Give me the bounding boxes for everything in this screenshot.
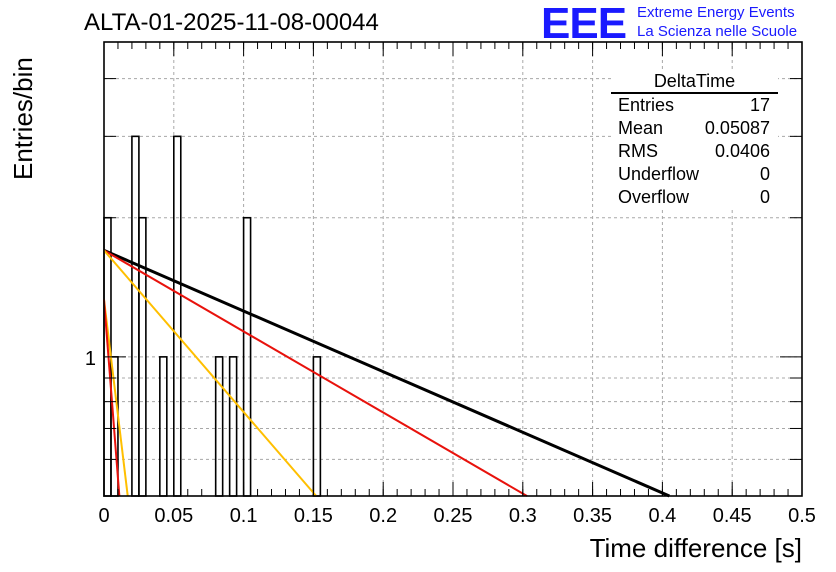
x-tick-label: 0.05 xyxy=(154,505,193,527)
stats-label: Underflow xyxy=(618,164,700,184)
stats-label: Overflow xyxy=(618,187,690,207)
stats-value: 0.0406 xyxy=(714,141,770,161)
x-tick-label: 0.2 xyxy=(369,505,397,527)
x-axis-label: Time difference [s] xyxy=(589,533,802,563)
x-tick-label: 0.3 xyxy=(509,505,537,527)
stats-value: 0 xyxy=(759,187,770,207)
stats-label: Entries xyxy=(618,95,675,115)
axis-ticks xyxy=(103,42,803,496)
stats-title: DeltaTime xyxy=(611,70,778,94)
fit-orange-line xyxy=(103,249,317,497)
x-tick-label: 0.15 xyxy=(294,505,333,527)
stats-label: RMS xyxy=(618,141,658,161)
stats-row-underflow: Underflow 0 xyxy=(611,163,778,186)
stats-value: 0.05087 xyxy=(704,118,770,138)
x-tick-labels: 0 0.05 0.1 0.15 0.2 0.25 0.3 0.35 0.4 0.45 0.5 xyxy=(98,505,815,527)
fit-red-line xyxy=(103,249,528,497)
y-tick-labels: 1 xyxy=(85,348,96,370)
y-tick-label: 1 xyxy=(85,348,96,370)
x-tick-label: 0.45 xyxy=(713,505,752,527)
fit-black-line xyxy=(103,248,670,498)
fit-lines xyxy=(103,248,670,498)
x-tick-label: 0 xyxy=(98,505,109,527)
fit-steep-orange-line xyxy=(103,299,129,497)
x-tick-label: 0.4 xyxy=(648,505,676,527)
brand-line-1: Extreme Energy Events xyxy=(637,4,795,21)
stats-row-mean: Mean 0.05087 xyxy=(611,117,778,140)
histogram-bars xyxy=(103,135,322,497)
stats-row-overflow: Overflow 0 xyxy=(611,186,778,209)
fit-steep-red-line xyxy=(103,299,121,497)
stats-box: DeltaTime Entries 17 Mean 0.05087 RMS 0.… xyxy=(611,70,778,209)
y-axis-label: Entries/bin xyxy=(8,57,38,180)
stats-value: 0 xyxy=(759,164,770,184)
stats-row-rms: RMS 0.0406 xyxy=(611,140,778,163)
histogram-bar xyxy=(131,135,140,497)
x-tick-label: 0.25 xyxy=(434,505,473,527)
eee-logo: EEE xyxy=(541,0,627,48)
histogram-bar xyxy=(173,135,182,497)
run-title: ALTA-01-2025-11-08-00044 xyxy=(84,9,379,36)
x-tick-label: 0.5 xyxy=(788,505,816,527)
stats-label: Mean xyxy=(618,118,664,138)
stats-value: 17 xyxy=(749,95,770,115)
brand-text: Extreme Energy Events La Scienza nelle S… xyxy=(637,3,797,41)
x-tick-label: 0.1 xyxy=(230,505,258,527)
brand-line-2: La Scienza nelle Scuole xyxy=(637,23,798,40)
x-tick-label: 0.35 xyxy=(573,505,612,527)
stats-row-entries: Entries 17 xyxy=(611,94,778,117)
